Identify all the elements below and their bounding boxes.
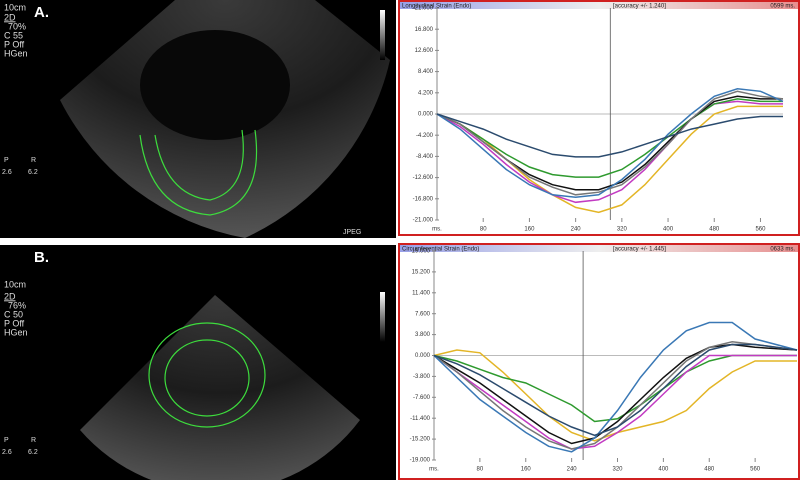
y-tick-label: 3.800 [415,332,431,338]
contour [164,339,250,417]
y-tick-label: -3.800 [413,374,431,380]
setting: HGen [4,48,28,58]
x-tick-label: 400 [663,227,674,233]
time-label: 0599 ms. [770,4,795,10]
mode: 2D [4,291,16,301]
y-tick-label: -8.400 [416,154,434,160]
strain-line [436,90,784,196]
accuracy: [accuracy +/- 1.240] [613,4,666,10]
probe-label: R [31,437,36,444]
y-tick-label: -11.400 [410,416,431,422]
y-tick-label: 0.000 [418,112,434,118]
setting: P Off [4,318,25,328]
panel-label: B. [34,249,49,266]
strain-line [433,321,798,453]
y-tick-label: 21.000 [415,6,434,12]
cavity [140,30,290,140]
y-tick-label: -15.200 [410,437,431,443]
setting: C 55 [4,30,23,40]
y-tick-label: 12.600 [415,48,434,54]
strain-line [436,113,783,158]
y-tick-label: -16.800 [413,196,434,202]
strain-line [433,349,797,442]
gray-scale [380,292,385,342]
time-label: 0633 ms. [770,247,795,253]
y-tick-label: 0.000 [415,353,431,359]
x-tick-label: 240 [571,227,582,233]
x-tick-label: 160 [521,467,532,473]
y-tick-label: -12.600 [413,175,434,181]
setting: P Off [4,39,25,49]
scale-label: 6.2 [28,449,38,456]
y-tick-label: 7.600 [415,311,431,317]
y-tick-label: 8.400 [418,69,434,75]
y-tick-label: 11.400 [412,290,431,296]
chart-title: Longitudinal Strain (Endo) [402,4,471,10]
strain-line [436,88,784,199]
y-tick-label: -19.000 [410,458,431,464]
x-axis-label: ms. [432,227,442,233]
setting: HGen [4,327,28,337]
strain-line [436,105,783,214]
accuracy: [accuracy +/- 1.445] [613,247,666,253]
x-tick-label: 80 [480,227,487,233]
scale-label: 2.6 [2,449,12,456]
y-tick-label: 16.800 [415,27,434,33]
x-tick-label: 160 [524,227,535,233]
contour [139,129,258,216]
strain-line [436,98,783,178]
probe-label: P [4,437,9,444]
probe-label: P [4,157,9,164]
probe-label: R [31,157,36,164]
strain-line [433,343,798,437]
format: JPEG [343,229,361,236]
y-tick-label: 19.000 [412,249,431,255]
setting: 76% [8,300,26,310]
scale-label: 6.2 [28,169,38,176]
divider [396,238,800,245]
strain-line [436,100,783,204]
x-axis-label: ms. [429,467,439,473]
strain-line [433,343,798,445]
contour [154,129,244,201]
x-tick-label: 560 [755,227,766,233]
x-tick-label: 80 [477,467,484,473]
x-tick-label: 320 [612,467,623,473]
depth: 10cm [4,2,26,12]
x-tick-label: 560 [750,467,761,473]
setting: 70% [8,21,26,31]
chart-title: Circumferential Strain (Endo) [402,247,479,253]
header-bar [400,245,798,252]
y-tick-label: 15.200 [412,269,431,275]
scale-label: 2.6 [2,169,12,176]
panel-label: A. [34,4,49,21]
strain-line [433,341,798,450]
x-tick-label: 400 [658,467,669,473]
x-tick-label: 320 [617,227,628,233]
y-tick-label: 4.200 [418,90,434,96]
x-tick-label: 480 [709,227,720,233]
chart-frame [398,0,800,236]
gray-scale [380,10,385,60]
sector [80,295,360,485]
x-tick-label: 240 [567,467,578,473]
echo-panel-b [0,245,396,485]
mode: 2D [4,12,16,22]
strain-line [433,354,797,450]
header-bar [400,2,798,9]
y-tick-label: -7.600 [413,395,431,401]
depth: 10cm [4,279,26,289]
strain-line [433,354,797,423]
echo-panel-a [0,0,396,238]
y-tick-label: -21.000 [413,218,434,224]
x-tick-label: 480 [704,467,715,473]
setting: C 50 [4,309,23,319]
contour [148,322,266,428]
y-tick-label: -4.200 [416,133,434,139]
